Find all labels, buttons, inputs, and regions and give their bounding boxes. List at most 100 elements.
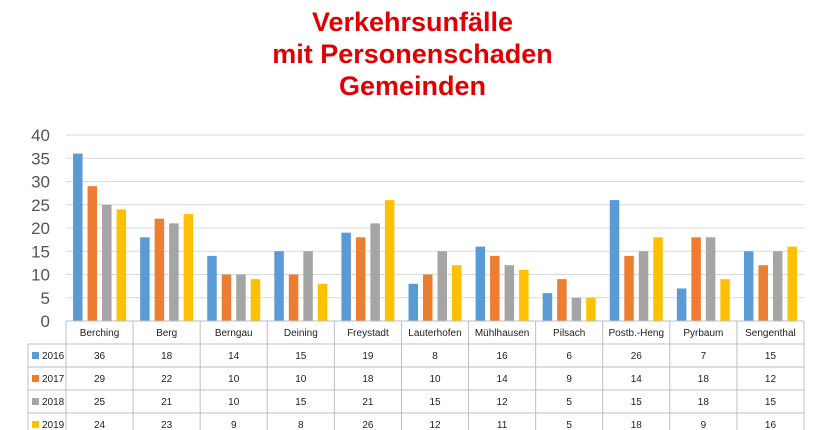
bar (609, 200, 620, 321)
bar (355, 237, 366, 321)
table-value: 12 (497, 397, 509, 408)
legend-swatch (32, 421, 39, 428)
bar (624, 255, 634, 321)
category-label: Lauterhofen (408, 328, 461, 339)
table-value: 18 (362, 374, 374, 385)
legend-swatch (32, 375, 39, 382)
bar (288, 274, 299, 321)
bar (317, 283, 328, 321)
table-value: 9 (231, 420, 237, 430)
bar (475, 246, 486, 321)
y-tick-label: 0 (41, 312, 50, 331)
chart-title: Verkehrsunfälle mit Personenschaden Geme… (0, 6, 825, 102)
bars (73, 153, 797, 321)
table-value: 19 (362, 351, 374, 362)
y-tick-label: 40 (31, 126, 50, 145)
bar (303, 251, 313, 321)
y-tick-label: 5 (41, 289, 50, 308)
bar (154, 218, 165, 321)
table-value: 12 (429, 420, 441, 430)
data-table: Berching Berg Berngau Deining Freystadt Laute… (27, 320, 805, 430)
table-value: 15 (765, 397, 777, 408)
table-value: 14 (497, 374, 509, 385)
bar (73, 153, 83, 321)
y-tick-label: 10 (31, 266, 50, 285)
table-value: 15 (295, 351, 307, 362)
y-tick-label: 35 (31, 149, 50, 168)
table-value: 21 (161, 397, 173, 408)
table-value: 36 (94, 351, 106, 362)
table-value: 18 (631, 420, 643, 430)
legend-swatch (32, 352, 39, 359)
table-value: 6 (566, 351, 572, 362)
table-value: 15 (631, 397, 643, 408)
table-value: 10 (228, 397, 240, 408)
table-value: 8 (432, 351, 438, 362)
y-tick-label: 25 (31, 196, 50, 215)
bar (408, 283, 418, 321)
chart-title-line-2: mit Personenschaden (272, 39, 553, 69)
bar (571, 297, 582, 321)
category-label: Berg (156, 328, 177, 339)
bar (370, 223, 380, 321)
table-value: 9 (701, 420, 707, 430)
y-tick-label: 30 (31, 173, 50, 192)
table-value: 5 (566, 397, 572, 408)
bar (490, 255, 500, 321)
bar (542, 293, 553, 321)
chart-title-line-1: Verkehrsunfälle (311, 7, 514, 37)
bar (116, 209, 127, 321)
table-value: 11 (497, 420, 508, 430)
bar (758, 265, 768, 321)
table-value: 24 (94, 420, 106, 430)
table-value: 8 (298, 420, 304, 430)
table-value: 29 (94, 374, 106, 385)
y-tick-label: 15 (31, 242, 50, 261)
bar (676, 288, 687, 321)
legend-label: 2016 (42, 351, 65, 362)
bar (452, 265, 462, 321)
bar (221, 274, 232, 321)
table-value: 10 (228, 374, 240, 385)
legend-swatch (32, 398, 39, 405)
table-value: 7 (701, 351, 707, 362)
bar (274, 251, 284, 321)
bar (586, 297, 596, 321)
table-value: 15 (295, 397, 307, 408)
table-value: 14 (228, 351, 240, 362)
table-value: 10 (429, 374, 441, 385)
bar (557, 279, 567, 321)
bar (423, 274, 433, 321)
table-value: 21 (362, 397, 374, 408)
legend-label: 2019 (42, 420, 65, 430)
bar (250, 279, 261, 321)
table-value: 15 (765, 351, 777, 362)
bar (236, 274, 246, 321)
bar (519, 269, 529, 321)
table-value: 12 (765, 374, 777, 385)
category-label: Postb.-Heng (608, 328, 664, 339)
category-label: Sengenthal (745, 328, 796, 339)
legend-label: 2017 (42, 374, 65, 385)
bar (169, 223, 179, 321)
table-value: 15 (429, 397, 441, 408)
bar (504, 265, 515, 321)
bar (787, 246, 797, 321)
legend-label: 2018 (42, 397, 65, 408)
table-value: 26 (362, 420, 374, 430)
category-label: Pilsach (553, 328, 585, 339)
bar (772, 251, 783, 321)
category-label: Berching (80, 328, 119, 339)
table-value: 18 (161, 351, 173, 362)
bar (653, 237, 663, 321)
table-value: 5 (566, 420, 572, 430)
bar (183, 214, 194, 321)
bar (437, 251, 447, 321)
table-value: 18 (698, 397, 710, 408)
bar (720, 279, 730, 321)
category-label: Berngau (215, 328, 253, 339)
bar (87, 186, 98, 321)
category-label: Mühlhausen (475, 328, 529, 339)
table-value: 14 (631, 374, 643, 385)
